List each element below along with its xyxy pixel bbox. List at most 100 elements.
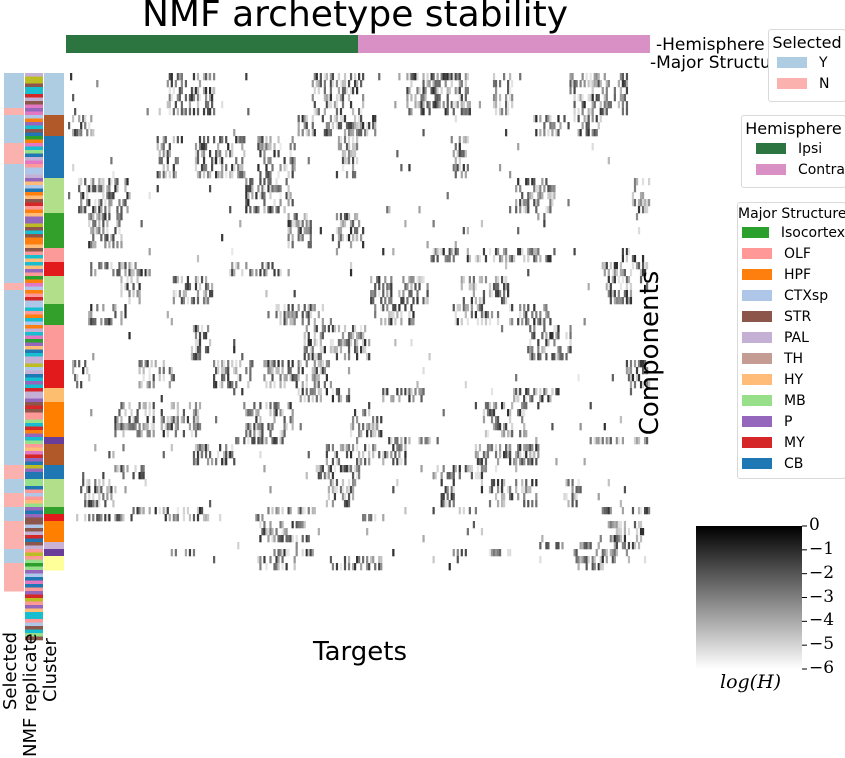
- heatmap-cell: [555, 388, 558, 396]
- nmf-replicate-cell: [25, 157, 43, 161]
- heatmap-cell: [527, 388, 530, 396]
- heatmap-cell: [295, 311, 298, 319]
- heatmap-cell: [557, 332, 560, 340]
- heatmap-cell: [180, 101, 183, 109]
- heatmap-cell: [178, 87, 181, 95]
- selected-y-swatch: [777, 57, 807, 68]
- heatmap-cell: [541, 332, 544, 340]
- heatmap-cell: [424, 94, 427, 102]
- heatmap-cell: [645, 206, 649, 214]
- nmf-replicate-cell: [25, 472, 43, 476]
- heatmap-cell: [305, 374, 308, 382]
- heatmap-cell: [142, 423, 145, 431]
- heatmap-cell: [215, 171, 218, 179]
- heatmap-cell: [633, 199, 637, 207]
- heatmap-cell: [277, 185, 280, 193]
- heatmap-cell: [138, 402, 141, 410]
- heatmap-cell: [585, 122, 588, 130]
- selected-n-swatch: [777, 78, 807, 89]
- heatmap-cell: [291, 409, 294, 417]
- heatmap-cell: [531, 248, 534, 256]
- heatmap-cell: [223, 374, 226, 382]
- heatmap-cell: [607, 80, 610, 88]
- heatmap-cell: [517, 395, 520, 403]
- heatmap-cell: [569, 80, 572, 88]
- chart-title: NMF archetype stability: [141, 0, 569, 35]
- heatmap-cell: [529, 346, 532, 354]
- heatmap-cell: [273, 409, 276, 417]
- heatmap-cell: [327, 101, 331, 109]
- heatmap-cell: [287, 360, 290, 368]
- heatmap-cell: [615, 521, 618, 529]
- heatmap-cell: [219, 514, 222, 522]
- heatmap-cell: [422, 101, 425, 109]
- heatmap-cell: [551, 353, 554, 361]
- heatmap-cell: [353, 73, 357, 81]
- heatmap-cell: [98, 486, 101, 494]
- heatmap-cell: [164, 171, 167, 179]
- heatmap-cell: [434, 80, 437, 88]
- heatmap-cell: [168, 423, 171, 431]
- heatmap-cell: [428, 437, 431, 445]
- heatmap-cell: [480, 220, 484, 228]
- heatmap-cell: [178, 94, 181, 102]
- colorbar-tick-label: −4: [809, 610, 835, 631]
- nmf-replicate-cell: [25, 360, 43, 364]
- heatmap-cell: [124, 409, 127, 417]
- heatmap-cell: [215, 416, 218, 424]
- heatmap-cell: [404, 304, 407, 312]
- heatmap-cell: [633, 542, 637, 550]
- heatmap-cell: [456, 304, 459, 312]
- heatmap-cell: [303, 122, 306, 130]
- heatmap-cell: [496, 500, 500, 508]
- heatmap-cell: [523, 304, 526, 312]
- heatmap-cell: [206, 325, 210, 333]
- heatmap-cell: [275, 437, 278, 445]
- heatmap-cell: [509, 409, 512, 417]
- heatmap-cell: [643, 367, 647, 375]
- heatmap-cell: [168, 416, 171, 424]
- heatmap-cell: [293, 563, 296, 571]
- heatmap-cell: [323, 129, 326, 137]
- heatmap-cell: [160, 395, 163, 403]
- heatmap-cell: [196, 507, 200, 515]
- heatmap-cell: [307, 451, 310, 459]
- heatmap-cell: [210, 87, 214, 95]
- heatmap-cell: [418, 206, 421, 214]
- heatmap-cell: [110, 192, 113, 200]
- heatmap-cell: [521, 458, 524, 466]
- heatmap-cell: [353, 563, 357, 571]
- heatmap-cell: [323, 80, 326, 88]
- heatmap-cell: [454, 164, 457, 172]
- heatmap-cell: [474, 311, 478, 319]
- heatmap-cell: [454, 248, 457, 256]
- heatmap-cell: [507, 101, 510, 109]
- heatmap-cell: [372, 115, 375, 123]
- heatmap-cell: [259, 416, 262, 424]
- heatmap-cell: [96, 304, 99, 312]
- heatmap-cell: [114, 185, 117, 193]
- heatmap-cell: [281, 549, 284, 557]
- heatmap-cell: [333, 486, 337, 494]
- heatmap-cell: [279, 535, 282, 543]
- nmf-replicate-cell: [25, 514, 43, 518]
- heatmap-cell: [170, 374, 173, 382]
- heatmap-cell: [414, 101, 417, 109]
- heatmap-cell: [444, 80, 447, 88]
- heatmap-cell: [122, 444, 125, 452]
- heatmap-cell: [432, 556, 435, 564]
- heatmap-cell: [533, 332, 536, 340]
- heatmap-cell: [589, 94, 592, 102]
- heatmap-cell: [349, 465, 353, 473]
- hemisphere-contra-swatch: [756, 164, 786, 175]
- nmf-replicate-cell: [25, 559, 43, 564]
- heatmap-cell: [351, 234, 355, 242]
- heatmap-cell: [255, 192, 258, 200]
- heatmap-cell: [287, 402, 290, 410]
- heatmap-cell: [398, 304, 401, 312]
- heatmap-cell: [172, 374, 175, 382]
- heatmap-cell: [196, 325, 200, 333]
- heatmap-cell: [221, 136, 224, 144]
- nmf-replicate-cell: [25, 188, 43, 193]
- heatmap-cell: [108, 318, 111, 326]
